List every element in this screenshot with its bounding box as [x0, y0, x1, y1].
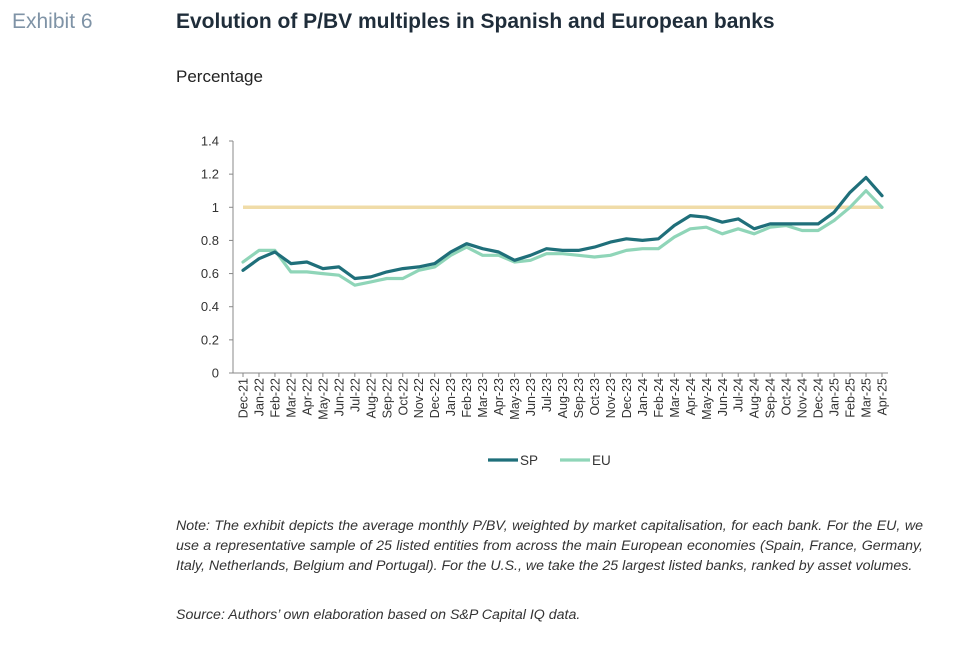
- y-tick-label: 0.6: [201, 266, 219, 281]
- x-tick-label: Sep-24: [764, 378, 778, 418]
- x-tick-label: Jan-23: [444, 378, 458, 416]
- exhibit-label: Exhibit 6: [12, 10, 93, 33]
- x-tick-label: Jul-23: [540, 378, 554, 412]
- y-tick-label: 0.8: [201, 233, 219, 248]
- x-tick-label: Mar-25: [860, 378, 874, 418]
- x-tick-label: Jul-24: [732, 378, 746, 412]
- y-tick-label: 0: [212, 366, 219, 381]
- x-tick-label: Sep-22: [380, 378, 394, 418]
- x-tick-label: Oct-22: [396, 378, 410, 416]
- x-tick-label: Mar-24: [668, 378, 682, 418]
- x-tick-label: May-23: [508, 378, 522, 420]
- series-line-sp: [241, 175, 884, 281]
- x-tick-label: Aug-22: [364, 378, 378, 418]
- x-tick-label: Feb-25: [844, 378, 858, 418]
- x-tick-label: Feb-24: [652, 378, 666, 418]
- x-tick-label: Mar-22: [284, 378, 298, 418]
- x-tick-label: Oct-24: [780, 378, 794, 416]
- x-tick-label: Apr-23: [492, 378, 506, 416]
- series-line-eu: [241, 189, 884, 287]
- y-tick-label: 0.4: [201, 299, 219, 314]
- source-note: Source: Authors’ own elaboration based o…: [176, 607, 581, 623]
- y-tick-label: 1.2: [201, 167, 219, 182]
- x-tick-label: May-24: [700, 378, 714, 420]
- x-tick-label: Jun-24: [716, 378, 730, 416]
- x-tick-label: Nov-24: [796, 378, 810, 418]
- legend-label-eu: EU: [592, 453, 611, 468]
- x-tick-label: Dec-23: [620, 378, 634, 418]
- chart-title: Evolution of P/BV multiples in Spanish a…: [176, 10, 775, 33]
- x-tick-label: Mar-23: [476, 378, 490, 418]
- y-tick-label: 1: [212, 200, 219, 215]
- chart-subtitle: Percentage: [176, 67, 263, 86]
- x-tick-label: Aug-23: [556, 378, 570, 418]
- x-tick-label: Feb-23: [460, 378, 474, 418]
- x-tick-label: Dec-21: [237, 378, 251, 418]
- x-tick-label: Nov-22: [412, 378, 426, 418]
- x-tick-label: Apr-22: [300, 378, 314, 416]
- y-tick-label: 1.4: [201, 134, 219, 149]
- x-tick-label: Oct-23: [588, 378, 602, 416]
- x-tick-label: Sep-23: [572, 378, 586, 418]
- x-tick-label: Jan-25: [828, 378, 842, 416]
- x-tick-label: Jun-23: [524, 378, 538, 416]
- x-tick-label: Aug-24: [748, 378, 762, 418]
- x-tick-label: Apr-25: [876, 378, 890, 416]
- x-tick-label: Nov-23: [604, 378, 618, 418]
- x-tick-label: Jan-22: [252, 378, 266, 416]
- footnote: Note: The exhibit depicts the average mo…: [176, 518, 923, 574]
- x-tick-label: Apr-24: [684, 378, 698, 416]
- legend-label-sp: SP: [520, 453, 538, 468]
- x-tick-label: Dec-24: [812, 378, 826, 418]
- x-tick-label: Feb-22: [268, 378, 282, 418]
- x-tick-label: Dec-22: [428, 378, 442, 418]
- x-tick-label: Jan-24: [636, 378, 650, 416]
- x-tick-label: May-22: [316, 378, 330, 420]
- x-tick-label: Jul-22: [348, 378, 362, 412]
- x-tick-label: Jun-22: [332, 378, 346, 416]
- y-tick-label: 0.2: [201, 332, 219, 347]
